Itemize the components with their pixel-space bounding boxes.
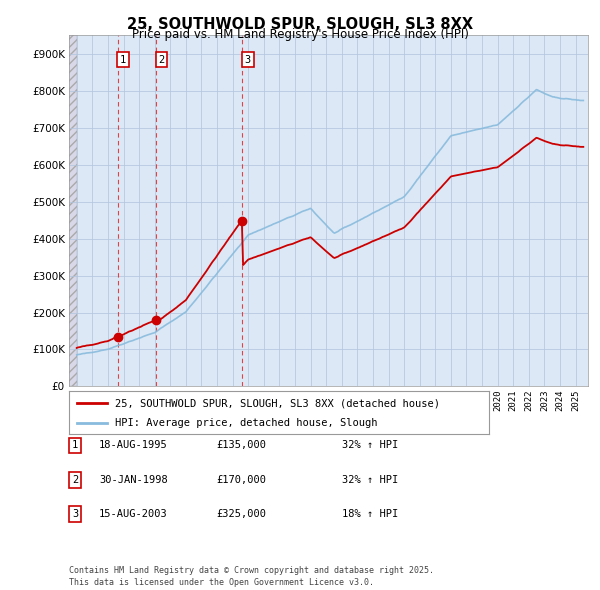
Text: 3: 3 <box>245 55 251 65</box>
Text: 1: 1 <box>120 55 126 65</box>
Text: Price paid vs. HM Land Registry's House Price Index (HPI): Price paid vs. HM Land Registry's House … <box>131 28 469 41</box>
Bar <box>69 35 77 386</box>
Text: 32% ↑ HPI: 32% ↑ HPI <box>342 441 398 450</box>
Text: 2: 2 <box>72 475 78 484</box>
Text: Contains HM Land Registry data © Crown copyright and database right 2025.
This d: Contains HM Land Registry data © Crown c… <box>69 566 434 587</box>
Text: 25, SOUTHWOLD SPUR, SLOUGH, SL3 8XX: 25, SOUTHWOLD SPUR, SLOUGH, SL3 8XX <box>127 17 473 31</box>
Text: 18% ↑ HPI: 18% ↑ HPI <box>342 509 398 519</box>
Text: 30-JAN-1998: 30-JAN-1998 <box>99 475 168 484</box>
Text: 25, SOUTHWOLD SPUR, SLOUGH, SL3 8XX (detached house): 25, SOUTHWOLD SPUR, SLOUGH, SL3 8XX (det… <box>115 398 440 408</box>
Text: 15-AUG-2003: 15-AUG-2003 <box>99 509 168 519</box>
Text: 18-AUG-1995: 18-AUG-1995 <box>99 441 168 450</box>
Text: 2: 2 <box>158 55 164 65</box>
Text: 1: 1 <box>72 441 78 450</box>
Text: £325,000: £325,000 <box>216 509 266 519</box>
Text: £135,000: £135,000 <box>216 441 266 450</box>
Text: £170,000: £170,000 <box>216 475 266 484</box>
Text: HPI: Average price, detached house, Slough: HPI: Average price, detached house, Slou… <box>115 418 378 428</box>
Text: 32% ↑ HPI: 32% ↑ HPI <box>342 475 398 484</box>
Text: 3: 3 <box>72 509 78 519</box>
